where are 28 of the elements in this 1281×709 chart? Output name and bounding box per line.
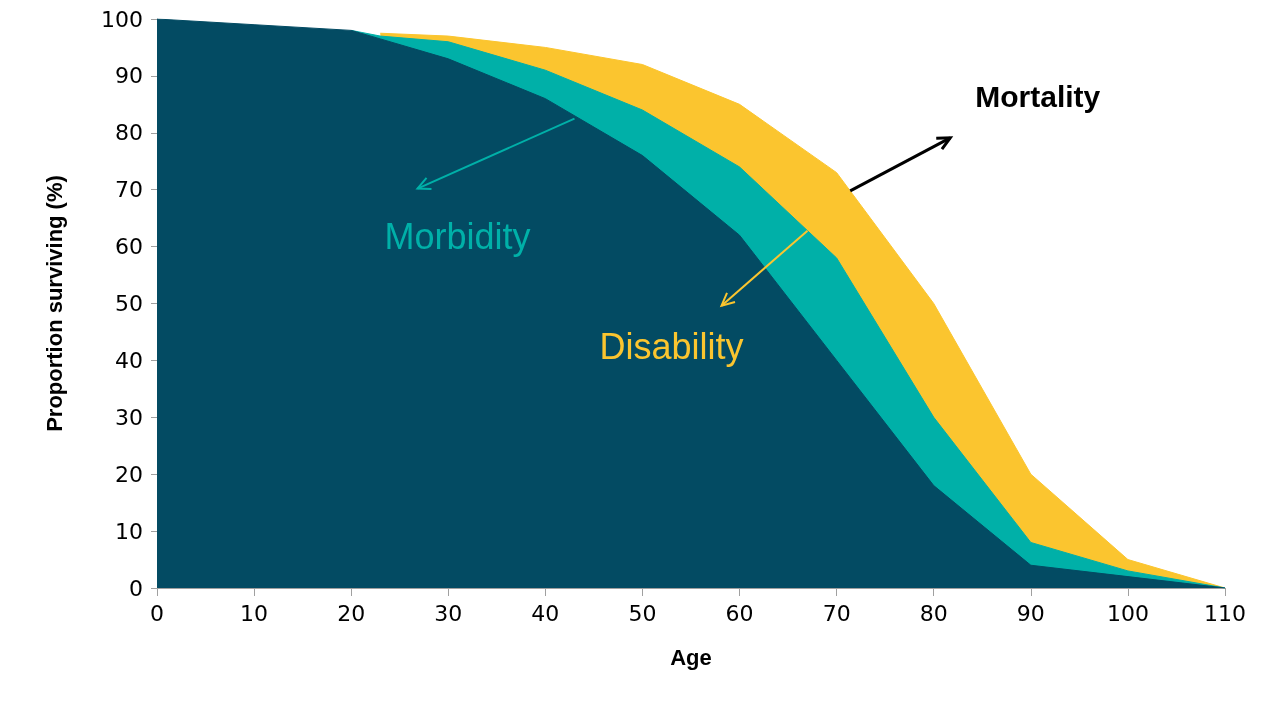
x-tick-label: 40 — [531, 600, 560, 626]
y-tick-label: 10 — [115, 518, 143, 544]
y-tick-label: 20 — [115, 461, 143, 487]
x-tick-label: 80 — [919, 600, 948, 626]
x-tick-label: 0 — [150, 600, 164, 626]
x-tick-label: 70 — [822, 600, 851, 626]
y-tick-label: 60 — [115, 234, 143, 260]
y-tick-label: 90 — [115, 63, 143, 89]
y-axis-title: Proportion surviving (%) — [41, 175, 67, 432]
annotation: Morbidity — [384, 215, 531, 257]
x-tick-label: 100 — [1106, 600, 1149, 626]
x-tick-label: 110 — [1204, 600, 1246, 626]
x-tick-label: 90 — [1016, 600, 1045, 626]
y-tick-label: 0 — [129, 575, 143, 601]
y-tick-label: 100 — [101, 6, 143, 32]
y-tick-label: 70 — [115, 177, 143, 203]
annotation: Mortality — [975, 79, 1101, 113]
x-tick-label: 50 — [628, 600, 657, 626]
y-tick-label: 80 — [115, 120, 143, 146]
y-tick-label: 30 — [115, 404, 143, 430]
x-axis-title: Age — [670, 644, 712, 670]
x-tick-label: 20 — [337, 600, 366, 626]
x-tick-label: 30 — [434, 600, 463, 626]
x-tick-label: 10 — [240, 600, 269, 626]
y-tick-label: 40 — [115, 347, 143, 373]
y-tick-label: 50 — [115, 291, 143, 316]
annotation: Disability — [599, 325, 744, 367]
x-tick-label: 60 — [725, 600, 754, 626]
